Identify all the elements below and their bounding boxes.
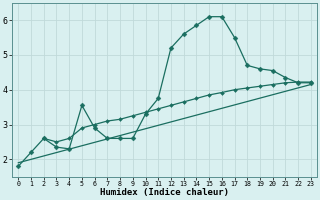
X-axis label: Humidex (Indice chaleur): Humidex (Indice chaleur) (100, 188, 229, 197)
